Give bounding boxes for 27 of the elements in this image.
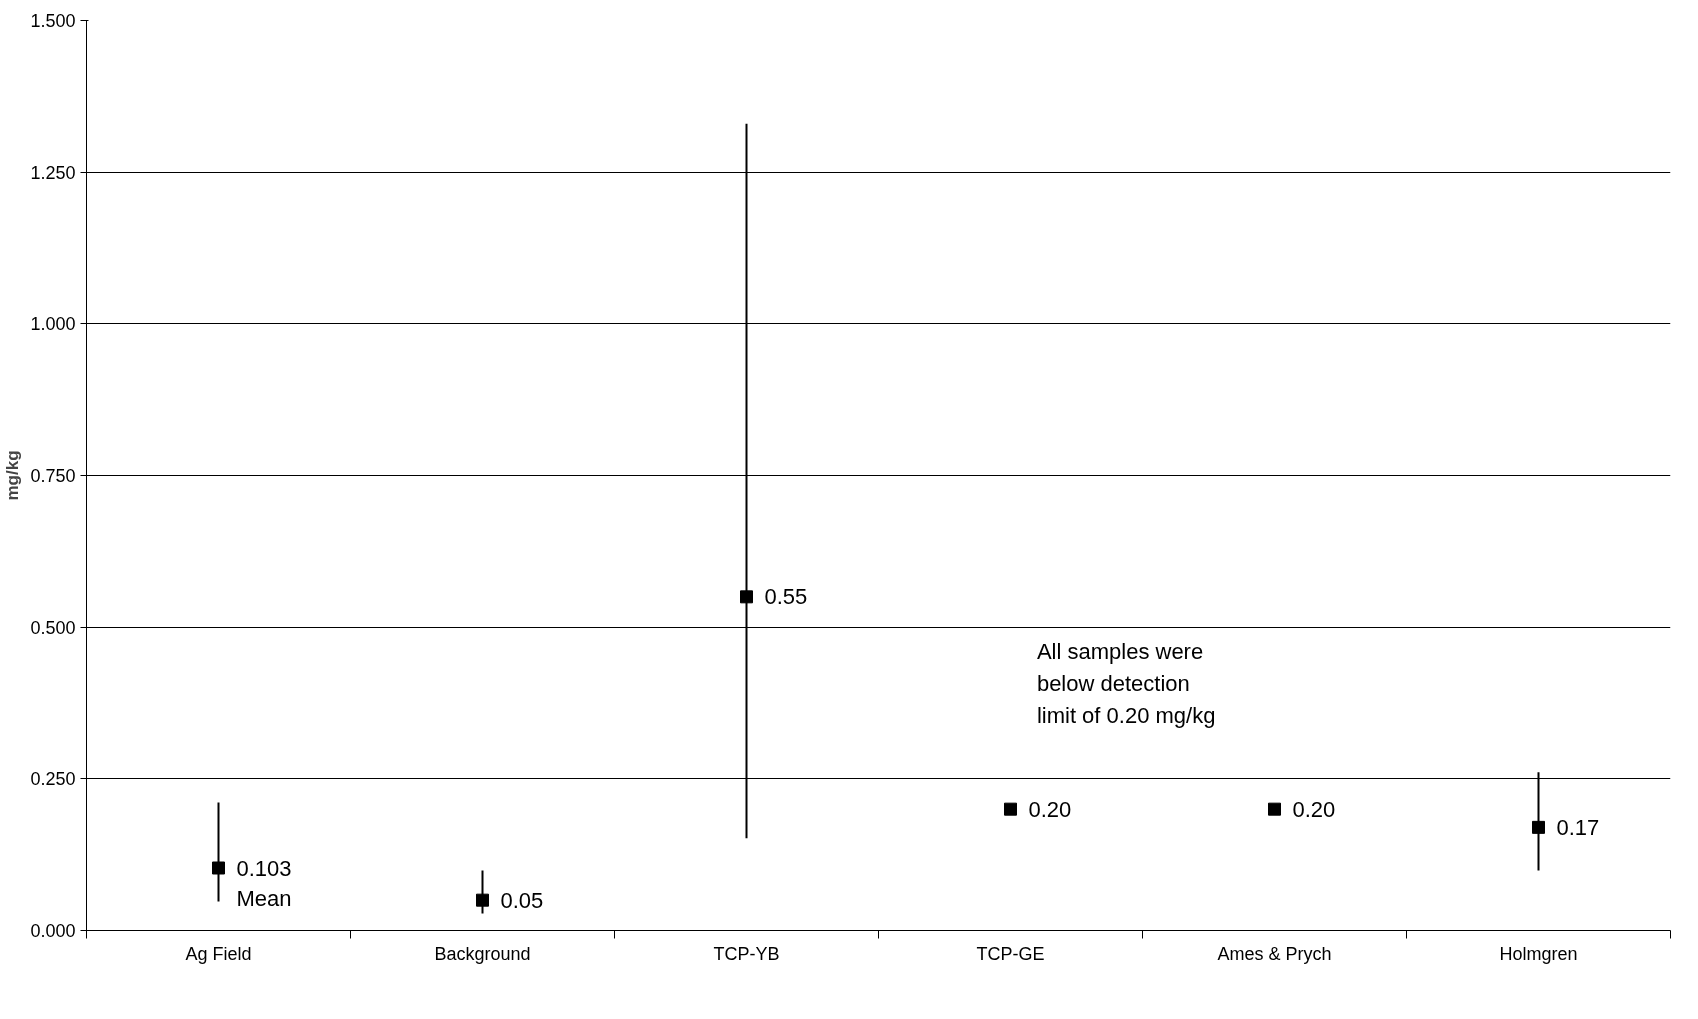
y-tick-label: 0.000	[30, 921, 76, 941]
y-tick-label: 1.250	[30, 162, 76, 183]
y-tick-label: 0.250	[30, 769, 76, 790]
point	[740, 590, 753, 604]
y-tick-label: 0.750	[30, 466, 76, 486]
x-tick-label: TCP-GE	[976, 943, 1045, 964]
y-tick-label: 1.500	[30, 11, 76, 31]
data-label: 0.20	[1028, 796, 1072, 822]
x-tick-label: Holmgren	[1499, 943, 1578, 964]
y-axis-title: mg/kg	[3, 450, 23, 501]
data-label: 0.05	[500, 887, 544, 913]
x-tick-label: Ag Field	[185, 943, 252, 964]
data-label: 0.55	[764, 584, 808, 610]
point	[1004, 802, 1017, 816]
x-tick-label: Background	[434, 943, 531, 964]
point	[476, 893, 489, 907]
y-tick-label: 0.500	[30, 617, 76, 638]
x-tick-label: Ames & Prych	[1217, 943, 1332, 964]
x-tick-label: TCP-YB	[713, 943, 780, 964]
data-label: 0.103 Mean	[236, 855, 292, 911]
data-label: 0.17	[1556, 814, 1600, 840]
data-label: 0.20	[1292, 796, 1336, 822]
point	[212, 861, 225, 875]
y-tick-label: 1.000	[30, 314, 76, 335]
annotation: All samples were below detection limit of 0.20 mg/kg	[1036, 638, 1216, 728]
point	[1532, 820, 1545, 834]
point	[1268, 802, 1281, 816]
